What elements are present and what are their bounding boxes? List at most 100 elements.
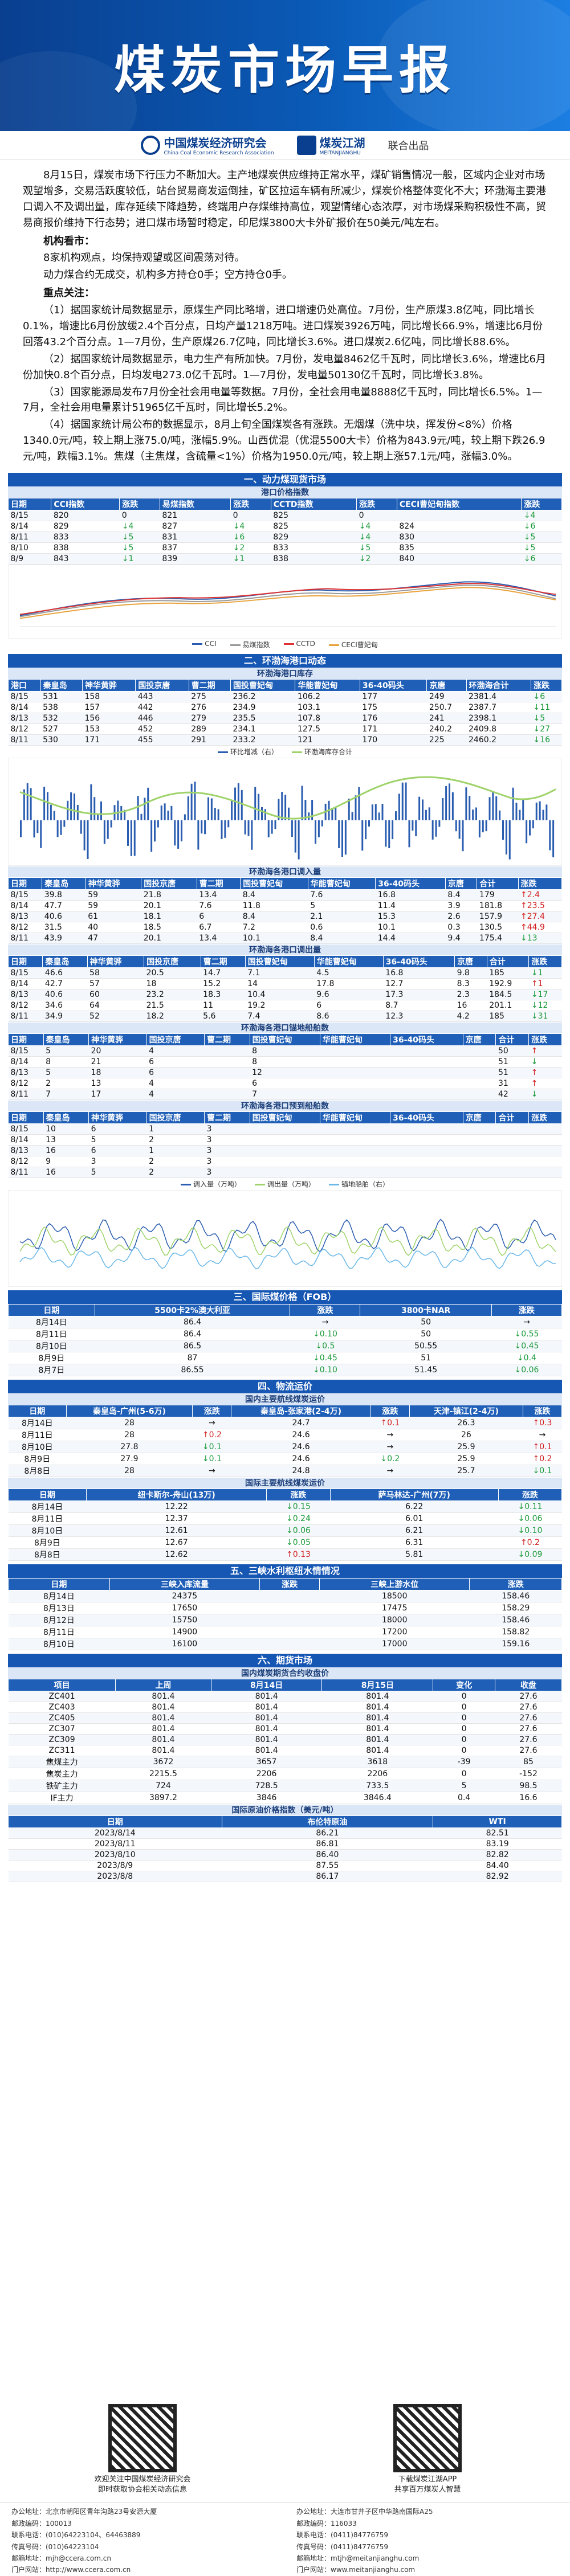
- table-cell: 50: [360, 1328, 492, 1341]
- table-cell: 835: [397, 542, 522, 554]
- stock-change-bar: [488, 797, 491, 820]
- table-cell: 86.21: [222, 1827, 433, 1839]
- table-cell: ↓4: [119, 521, 160, 533]
- table-caption: 环渤海各港口锚地船舶数: [8, 1022, 562, 1034]
- stock-legend: 环比增减（右） 环渤海库存合计: [8, 746, 562, 758]
- table-cell: 5: [433, 1780, 495, 1793]
- table-cell: 185: [487, 967, 529, 979]
- table-cell: 801.4: [211, 1712, 322, 1724]
- table-row: 2023/8/14 86.21 82.51: [8, 1827, 562, 1839]
- stock-change-bar: [140, 813, 142, 820]
- table-cell: 57: [87, 978, 144, 990]
- table-cell: 0: [433, 1691, 495, 1703]
- table-cell: 724: [115, 1780, 211, 1793]
- table-cell: 801.4: [211, 1734, 322, 1746]
- table-cell: 2: [146, 1134, 205, 1146]
- table-cell: 833: [51, 531, 120, 543]
- table-cell: 240.2: [426, 723, 466, 735]
- qr1-caption-2: 即时获取协会相关动态信息: [97, 2485, 187, 2495]
- table-cell: 10: [43, 1123, 89, 1135]
- series-yimei: [19, 584, 556, 618]
- legend-item: CCI: [192, 640, 217, 649]
- section-title: 二、环渤海港口动态: [8, 654, 562, 668]
- port-index-legend: CCI 易煤指数 CCTD CECI曹妃甸: [8, 639, 562, 651]
- table-row: 8/11 530 171 455 291 233.2 121 170 225 2460.2 ↓16: [8, 734, 562, 746]
- table-cell: 40.6: [42, 911, 86, 923]
- qr2-caption-2: 共享百万煤炭人智慧: [394, 2485, 461, 2495]
- stock-change-bar: [40, 820, 42, 848]
- table-cell: 7: [250, 1089, 320, 1101]
- column-header: 合计: [486, 955, 530, 968]
- stock-change-bar: [154, 820, 156, 842]
- table-cell: [250, 1167, 320, 1179]
- table-cell: 18: [144, 978, 201, 990]
- column-header: 神华黄骅: [87, 955, 145, 968]
- table-cell: 455: [135, 734, 189, 746]
- table-row: 8/10 838 ↓5 837 ↓2 833 ↓5 835 ↓5: [8, 542, 562, 554]
- table-cell: 831: [160, 531, 231, 543]
- table-cell: ZC309: [8, 1734, 116, 1746]
- intro-p3: 动力煤合约无成交，机构多方持仓0手；空方持仓0手。: [43, 269, 292, 281]
- table-cell: 8月14日: [8, 1500, 87, 1514]
- table-cell: 12: [250, 1067, 320, 1079]
- table-cell: ↓0.10: [290, 1328, 360, 1341]
- column-header: 日期: [7, 877, 43, 890]
- stock-change-bar: [469, 795, 471, 820]
- table-cell: 177: [360, 691, 427, 703]
- table-cell: 39.8: [42, 889, 86, 901]
- table-row: 8/12 31.5 40 18.5 6.7 7.2 0.6 10.1 0.3 130.5 ↑44.9: [8, 922, 562, 934]
- stock-change-bar: [177, 820, 180, 849]
- table-cell: 249: [426, 691, 466, 703]
- qr-code-icon[interactable]: [393, 2404, 462, 2472]
- table-cell: 50: [495, 1045, 529, 1057]
- stock-change-bar: [465, 787, 467, 820]
- column-header: 涨跌: [518, 877, 563, 890]
- table-cell: 8/14: [8, 900, 42, 912]
- table-cell: 6.7: [197, 922, 241, 934]
- table-cell: 15.3: [375, 911, 446, 923]
- table-cell: 20.1: [141, 900, 197, 912]
- table-cell: 17475: [319, 1602, 470, 1615]
- table-cell: 801.4: [115, 1745, 211, 1757]
- stock-change-bar: [401, 782, 404, 820]
- table-cell: ↓27: [531, 723, 562, 735]
- qr-code-icon[interactable]: [108, 2404, 177, 2472]
- stock-change-bar: [227, 820, 230, 828]
- column-header: 合计: [477, 877, 519, 890]
- stock-change-bar: [47, 792, 48, 820]
- contact-line: 邮箱地址：mjh@ccera.com.cn: [11, 2554, 111, 2562]
- table-cell: ↑27.4: [518, 911, 562, 923]
- stock-change-bar: [371, 804, 373, 820]
- qr-block-mtjh: 下载煤炭江湖APP 共享百万煤炭人智慧: [319, 2404, 536, 2495]
- table-cell: ↓0.09: [498, 1548, 562, 1561]
- table-cell: ↓5: [119, 542, 160, 554]
- table-cell: 8/15: [8, 1045, 44, 1057]
- column-header: 易煤指数: [159, 498, 231, 511]
- table-cell: 8/13: [8, 713, 41, 725]
- table-cell: 538: [40, 702, 83, 714]
- stock-change-bar: [445, 786, 447, 820]
- column-header: 京唐: [454, 955, 487, 968]
- table-cell: 8/11: [8, 1167, 44, 1179]
- table-row: 8月14日 12.22 ↓0.15 6.22 ↓0.11: [8, 1500, 562, 1514]
- table-cell: 86.5: [95, 1340, 290, 1353]
- table-cell: 7.2: [240, 922, 308, 934]
- table-cell: 532: [40, 713, 83, 725]
- table-cell: 8.4: [240, 889, 308, 901]
- table-cell: 23.2: [144, 989, 201, 1001]
- table-row: 8月11日 28 ↑0.2 24.6 → 26 →: [8, 1429, 562, 1442]
- contact-line: 门户网站：www.meitanjianghu.com: [296, 2566, 416, 2574]
- table-cell: 2.6: [445, 911, 477, 923]
- column-header: 天津-镇江(2-4万): [409, 1405, 523, 1418]
- stock-change-bar: [422, 799, 424, 820]
- table-cell: 0: [433, 1702, 495, 1714]
- column-header: 合计: [495, 1111, 530, 1125]
- table-cell: 27.6: [495, 1712, 562, 1724]
- table-cell: 175.4: [477, 933, 519, 944]
- table-cell: [250, 1134, 320, 1146]
- column-header: 8月14日: [210, 1679, 323, 1692]
- table-cell: ↑23.5: [518, 900, 562, 912]
- table-cell: →: [192, 1417, 231, 1430]
- table-cell: [463, 1067, 496, 1079]
- table-cell: 2: [43, 1078, 89, 1090]
